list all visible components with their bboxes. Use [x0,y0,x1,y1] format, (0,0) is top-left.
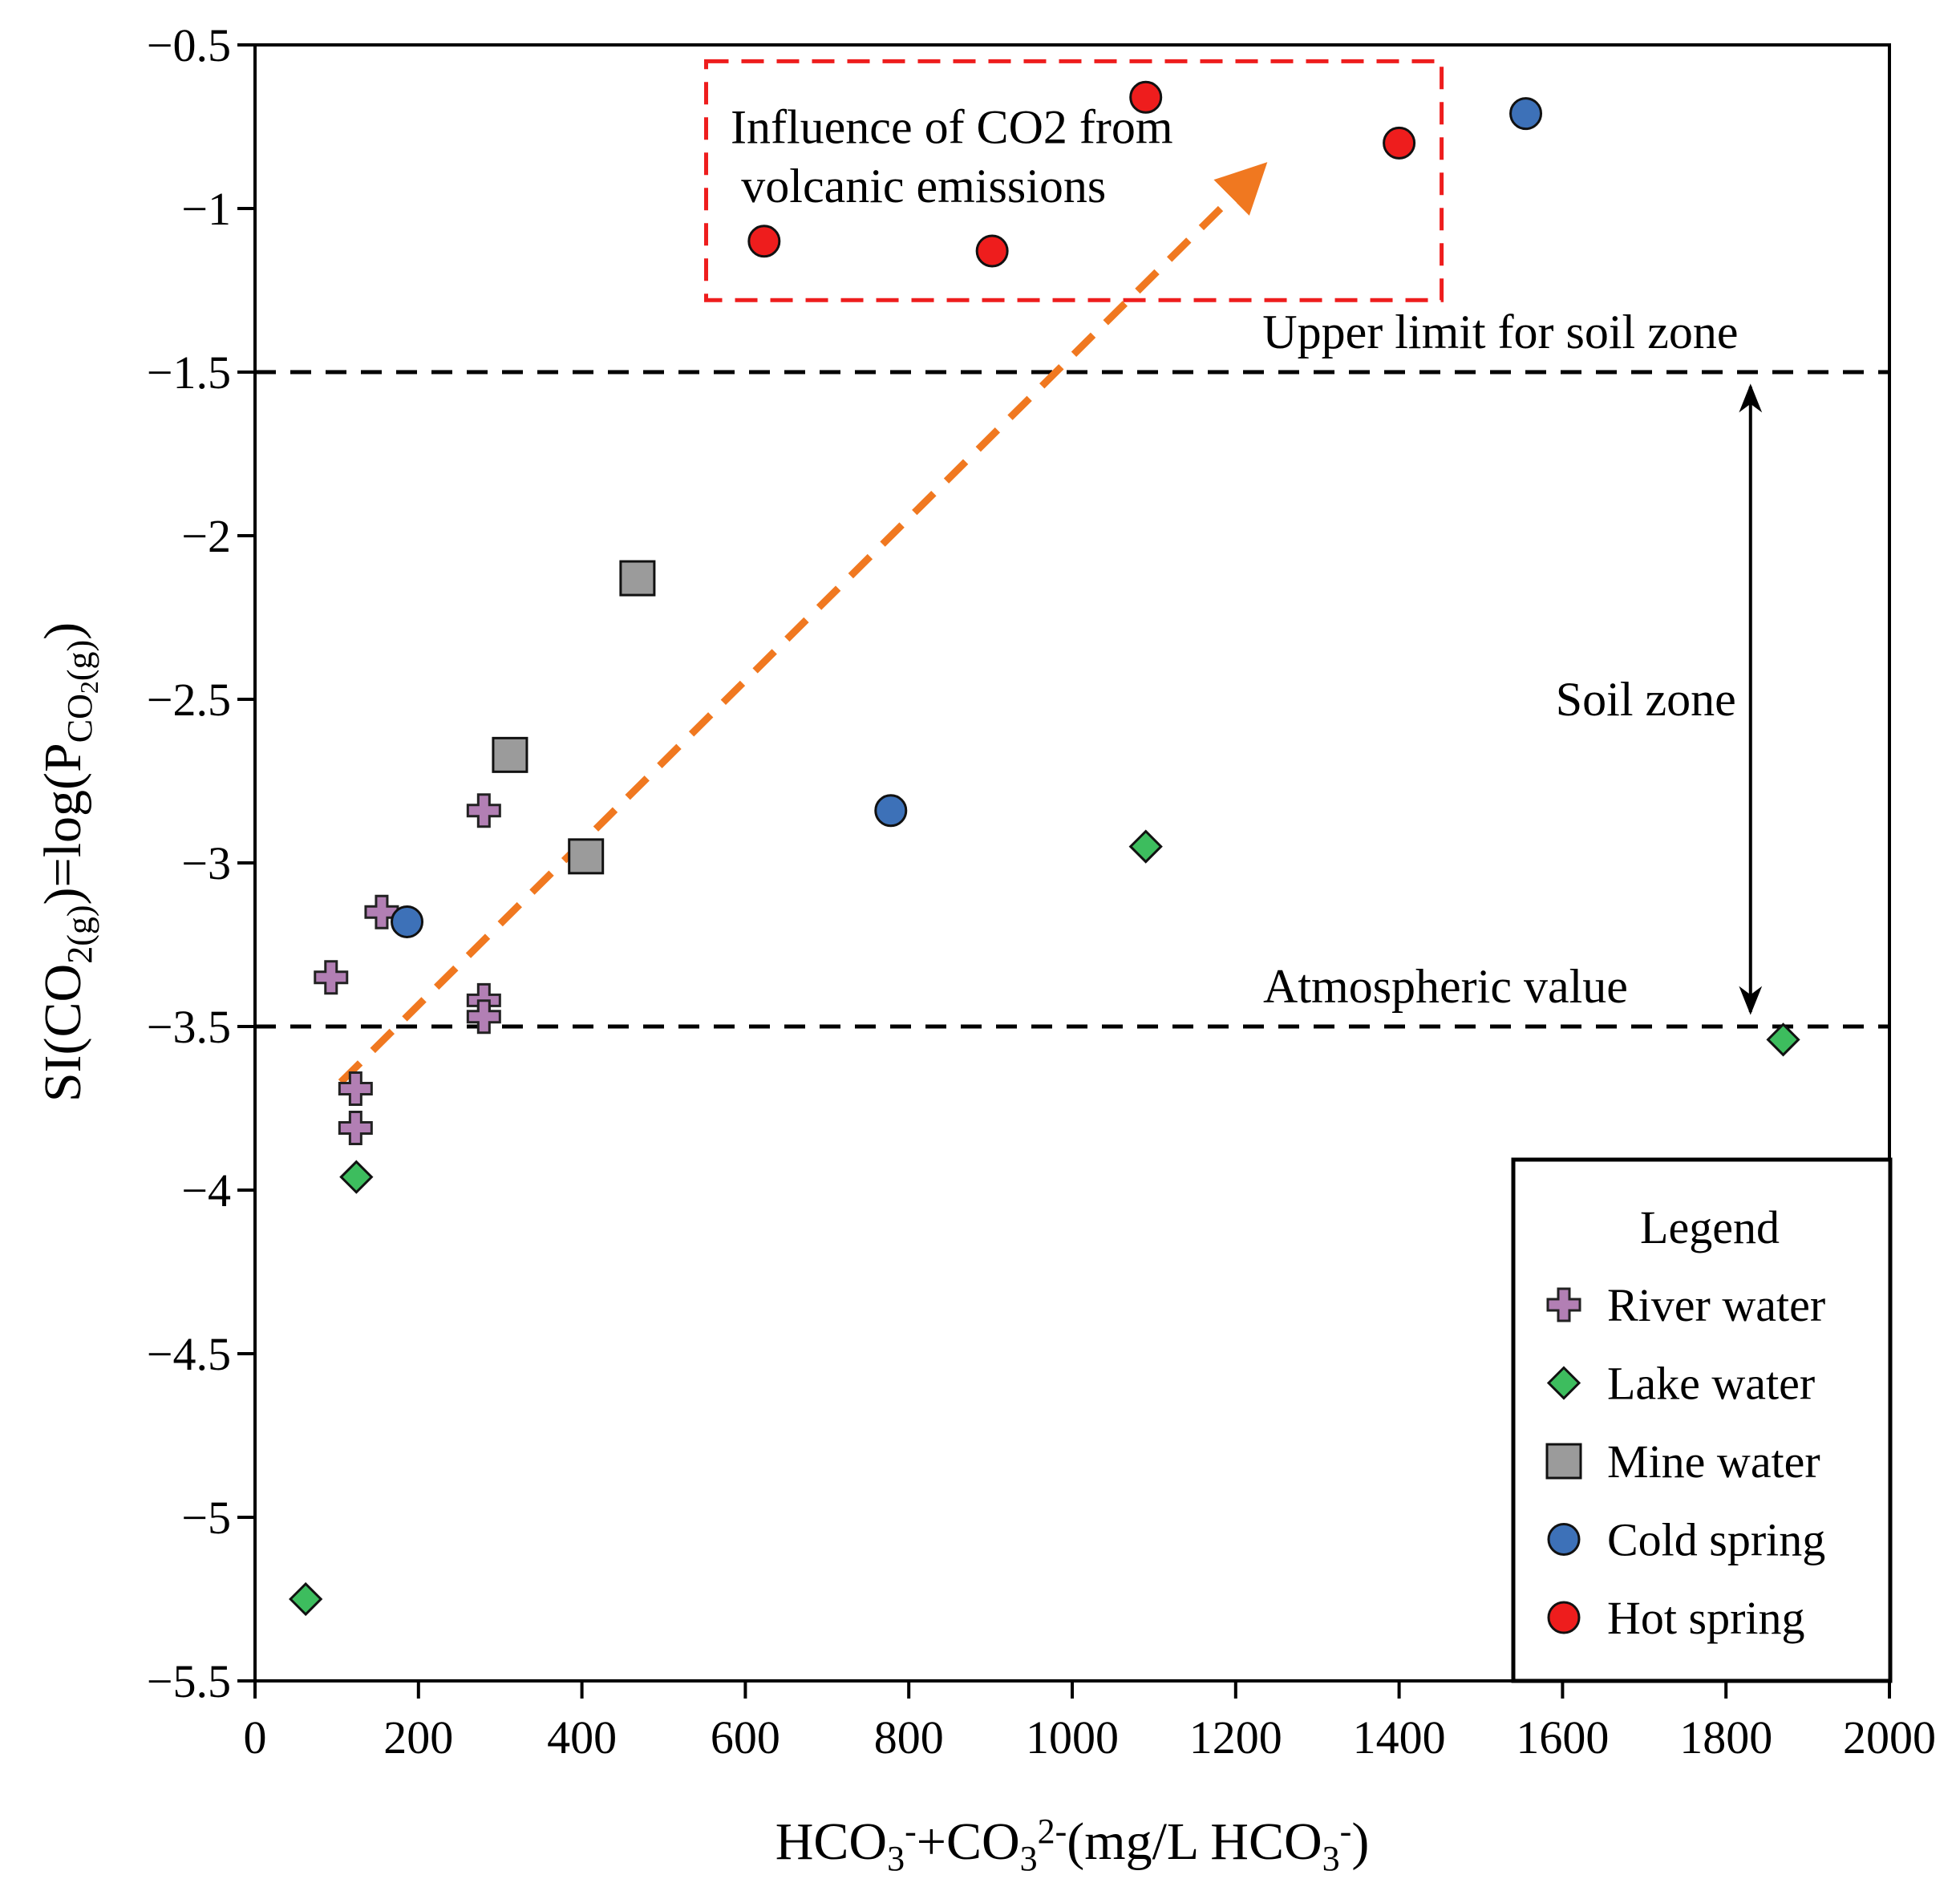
river-water-point [466,793,501,828]
x-tick-label: 600 [711,1711,780,1763]
x-tick-label: 1400 [1353,1711,1446,1763]
hot-spring-point [1383,126,1416,160]
x-tick-label: 200 [383,1711,453,1763]
legend-river-water-marker [1546,1287,1581,1322]
y-tick-label: −1.5 [147,346,231,399]
lake-water-point [339,1160,374,1194]
y-tick-label: −0.5 [147,19,231,71]
legend-lake-water-label: Lake water [1607,1358,1815,1410]
influence-box [703,59,1444,302]
y-tick-label: −1 [181,183,231,235]
lake-water-point [289,1581,323,1617]
river-water-point [338,1110,373,1145]
y-tick-label: −3.5 [147,1001,231,1053]
legend-mine-water-label: Mine water [1607,1435,1820,1488]
river-water-point [466,999,501,1035]
legend-mine-water-marker [1545,1443,1582,1480]
legend-cold-spring-marker [1547,1523,1581,1556]
lake-water-point [1128,829,1163,864]
x-tick-label: 2000 [1843,1711,1936,1763]
legend-items: River water Lake water Mine water Cold spri… [1545,1279,1825,1644]
x-tick-label: 1200 [1189,1711,1282,1763]
river-water-point [364,894,399,929]
mine-water-point [619,560,656,597]
x-tick-label: 1800 [1679,1711,1772,1763]
x-tick-label: 800 [874,1711,944,1763]
x-axis: 0 200 400 600 800 1000 1200 1400 1600 1800 2000 [244,1681,1936,1763]
y-tick-label: −4 [181,1164,231,1217]
x-tick-label: 1600 [1516,1711,1609,1763]
lake-water-point [1766,1022,1800,1057]
x-tick-label: 0 [244,1711,267,1763]
data-points [289,80,1800,1617]
legend-cold-spring-label: Cold spring [1607,1514,1825,1566]
y-tick-label: −2.5 [147,674,231,726]
x-axis-title: HCO3-+CO32-(mg/L HCO3-) [775,1812,1370,1878]
influence-label-line1: Influence of CO2 from [731,100,1172,153]
mine-water-point [568,838,605,875]
soil-zone-label: Soil zone [1556,673,1736,726]
river-water-point [314,960,349,995]
influence-label-line2: volcanic emissions [741,160,1106,213]
legend-hot-spring-marker [1547,1601,1581,1634]
river-water-point [338,1071,373,1107]
cold-spring-point [874,794,908,828]
legend-river-water-label: River water [1607,1279,1825,1331]
legend-box [1511,1157,1893,1683]
hot-spring-point [975,234,1009,268]
y-tick-label: −2 [181,510,231,562]
x-tick-label: 400 [547,1711,617,1763]
legend-lake-water-marker [1546,1366,1581,1400]
hot-spring-point [1129,80,1163,114]
y-tick-label: −5.5 [147,1655,231,1707]
y-tick-label: −4.5 [147,1328,231,1380]
legend-title: Legend [1640,1201,1780,1253]
cold-spring-point [391,905,424,938]
trend-arrow [338,162,1268,1085]
hot-spring-point [747,225,781,258]
atmospheric-value-label: Atmospheric value [1263,960,1628,1013]
y-tick-label: −3 [181,837,231,889]
y-axis-title: SI(CO2(g))=log(PCO2(g)) [34,622,103,1102]
y-axis: −0.5 −1 −1.5 −2 −2.5 −3 −3.5 −4 −4.5 −5 −5.5 [147,19,255,1707]
legend-hot-spring-label: Hot spring [1607,1592,1805,1644]
y-tick-label: −5 [181,1492,231,1544]
mine-water-point [492,736,528,773]
x-tick-label: 1000 [1026,1711,1119,1763]
cold-spring-point [1509,97,1543,131]
upper-limit-label: Upper limit for soil zone [1262,306,1738,358]
